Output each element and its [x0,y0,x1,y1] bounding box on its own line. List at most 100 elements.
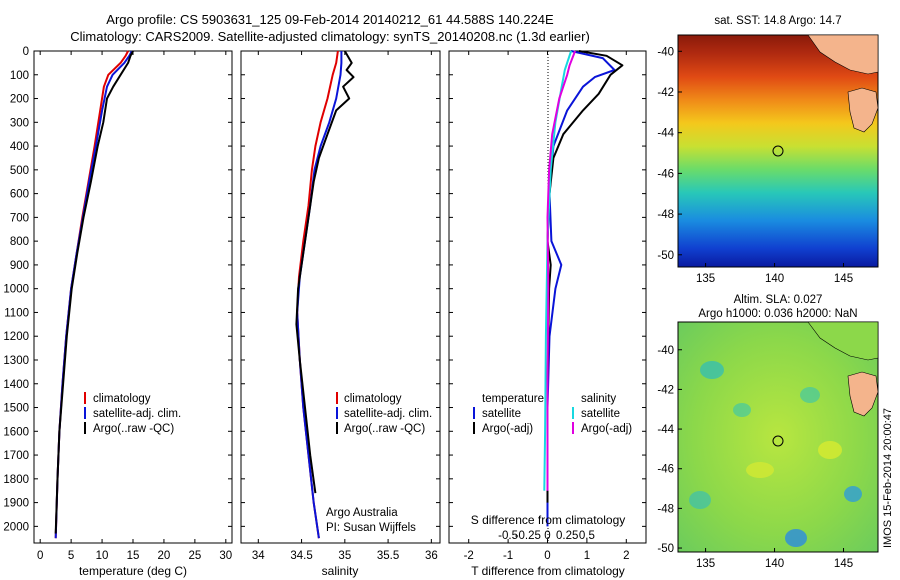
y-tick-label: 900 [10,260,29,272]
salinity-ticks: 34 34.5 35 35.5 36 [241,50,440,562]
lat-tick-label: -46 [657,168,674,180]
x-tick-label-salinity: 0 [544,530,550,542]
y-tick-label: 300 [10,117,29,129]
y-tick-label: 1200 [3,331,29,343]
temperature-legend: climatology satellite-adj. clim. Argo(..… [84,392,181,435]
salinity-panel: 34 34.5 35 35.5 36 salinity climatology sate… [240,50,441,578]
x-tick-label: 34 [252,550,265,562]
salinity-axes-box [240,50,441,544]
sla-map-ticks: -40 -42 -44 -46 -48 -50 135 140 145 [657,345,853,570]
x-tick-label: -2 [464,550,474,562]
lat-tick-label: -50 [657,250,674,262]
salinity-note-line1: Argo Australia [326,507,398,519]
sla-map-field [677,321,879,553]
sla-blob [700,361,724,379]
y-tick-label: 500 [10,165,29,177]
x-tick-label: 34.5 [290,550,312,562]
legend-satellite-label: satellite-adj. clim. [93,408,181,420]
lon-tick-label: 135 [696,558,715,570]
lat-tick-label: -42 [657,87,674,99]
difference-salinity-ticks: -0.5-0.25 0 0.25 0.5 [498,530,595,542]
legend-s-argo-label: Argo(-adj) [581,423,632,435]
y-tick-label: 800 [10,236,29,248]
sla-map-title-1: Altim. SLA: 0.027 [734,294,823,306]
difference-ticks: -2 -1 0 1 2 [449,50,646,562]
y-tick-label: 1300 [3,355,29,367]
series-line [546,50,624,503]
sst-map-ticks: -40 -42 -44 -46 -48 -50 135 140 145 [657,46,853,285]
x-tick-label: 30 [219,550,232,562]
x-tick-label: 36 [425,550,438,562]
salinity-lines [295,50,355,539]
legend-s-satellite-label: satellite [581,408,620,420]
lon-tick-label: 145 [834,273,853,285]
salinity-note-line2: PI: Susan Wijffels [326,522,416,534]
legend-temperature-title: temperature [482,393,544,405]
y-tick-label: 1600 [3,426,29,438]
x-tick-label: 35 [338,550,351,562]
x-tick-label: 0 [544,550,550,562]
sst-map-field [677,34,879,268]
y-tick-label: 200 [10,94,29,106]
difference-xlabel: T difference from climatology [471,564,625,578]
sla-coastline [807,321,879,361]
difference-lines [543,50,624,527]
x-tick-label: 25 [188,550,201,562]
sla-blob [785,529,807,547]
difference-panel: -2 -1 0 1 2 T difference from climatology S … [448,50,647,578]
temperature-lines [54,50,134,539]
sla-blob [746,462,774,478]
lat-tick-label: -48 [657,503,674,515]
legend-argo-label: Argo(..raw -QC) [344,423,425,435]
imos-side-label: IMOS 15-Feb-2014 20:00:47 [882,408,894,548]
sla-argo-marker [772,435,784,447]
y-tick-label: 1900 [3,498,29,510]
x-tick-label: 35.5 [377,550,399,562]
y-tick-label: 600 [10,189,29,201]
sla-map-title-2: Argo h1000: 0.036 h2000: NaN [698,308,857,320]
sla-map: -40 -42 -44 -46 -48 -50 135 140 145 [657,321,879,570]
difference-legend: temperature satellite Argo(-adj) salinit… [473,393,632,435]
y-tick-label: 700 [10,212,29,224]
lat-tick-label: -40 [657,46,674,58]
legend-salinity-title: salinity [581,393,616,405]
y-tick-label: 400 [10,141,29,153]
y-tick-label: 100 [10,70,29,82]
lat-tick-label: -44 [657,128,674,140]
x-tick-label: 10 [96,550,109,562]
sla-blob [844,486,862,502]
y-tick-label: 1800 [3,474,29,486]
legend-t-argo-label: Argo(-adj) [482,423,533,435]
temperature-axes-box [33,50,233,544]
temperature-panel: 0100200300400500600700800900100011001200… [3,46,233,578]
sla-blobs [689,361,862,547]
sst-coastline [807,34,879,75]
sla-blob [818,441,842,459]
sst-argo-marker [772,145,784,157]
x-tick-label-salinity: -0.25 [515,530,541,542]
difference-xlabel-salinity: S difference from climatology [471,513,626,527]
y-tick-label: 1100 [4,307,29,319]
x-tick-label: 1 [584,550,590,562]
y-tick-label: 2000 [3,521,29,533]
lat-tick-label: -46 [657,464,674,476]
series-line [543,50,573,491]
x-tick-label-salinity: 0.25 [556,530,578,542]
legend-t-satellite-label: satellite [482,408,521,420]
series-line [295,50,355,494]
y-tick-label: 1500 [3,403,29,415]
y-tick-label: 1400 [3,379,29,391]
tasmania-shape [847,87,879,133]
legend-climatology-label: climatology [344,393,402,405]
salinity-legend: climatology satellite-adj. clim. Argo(..… [336,392,432,435]
y-tick-label: 1000 [3,284,29,296]
x-tick-label: 5 [68,550,74,562]
series-line [54,50,134,534]
sst-map: -40 -42 -44 -46 -48 -50 135 140 145 [657,34,879,285]
salinity-xlabel: salinity [322,564,359,578]
y-tick-label: 1700 [3,450,29,462]
lon-tick-label: 140 [765,558,784,570]
header-line-1: Argo profile: CS 5903631_125 09-Feb-2014… [106,12,554,27]
legend-satellite-label: satellite-adj. clim. [344,408,432,420]
